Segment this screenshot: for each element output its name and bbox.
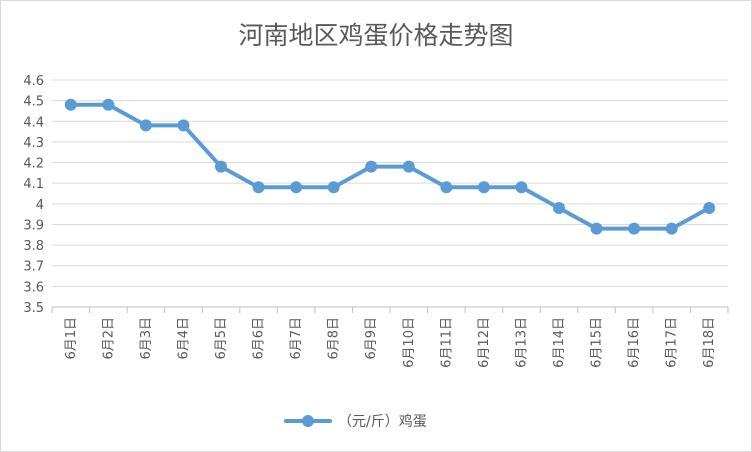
data-point [102, 98, 115, 111]
series-line [68, 102, 712, 231]
data-point [628, 222, 641, 235]
x-tick-label: 6月2日 [101, 317, 116, 360]
x-tick-label: 6月14日 [552, 317, 567, 368]
x-tick-label: 6月16日 [627, 317, 642, 368]
legend: （元/斤）鸡蛋 [284, 413, 427, 430]
y-tick-label: 3.7 [23, 260, 44, 275]
x-tick-label: 6月3日 [139, 317, 154, 360]
data-point [177, 119, 190, 132]
legend-label: （元/斤）鸡蛋 [338, 413, 427, 430]
data-point [477, 181, 490, 194]
grid-lines [52, 79, 728, 287]
y-axis-ticks: 3.5 3.6 3.7 3.8 3.9 4 4.1 4.2 4.3 4.4 4.5 4.6 [23, 74, 44, 316]
x-tick-label: 6月17日 [665, 317, 680, 368]
x-tick-label: 6月11日 [439, 317, 454, 368]
data-point [252, 181, 265, 194]
x-tick-label: 6月13日 [514, 317, 529, 368]
y-tick-label: 4.1 [23, 177, 44, 192]
y-tick-label: 4.6 [23, 74, 44, 89]
x-tick-label: 6月9日 [364, 317, 379, 360]
data-point [515, 181, 528, 194]
data-point [139, 119, 152, 132]
legend-marker [302, 415, 314, 427]
y-tick-label: 4.5 [23, 95, 44, 110]
y-tick-label: 4 [36, 198, 44, 213]
y-tick-label: 4.4 [23, 115, 44, 130]
data-point [440, 181, 453, 194]
x-tick-label: 6月1日 [64, 317, 79, 360]
series-group [64, 98, 716, 235]
x-tick-label: 6月8日 [327, 317, 342, 360]
chart-title: 河南地区鸡蛋价格走势图 [238, 21, 513, 50]
y-tick-label: 3.5 [23, 301, 44, 316]
data-point [553, 201, 565, 214]
x-tick-label: 6月7日 [289, 317, 304, 360]
y-tick-label: 4.3 [23, 136, 44, 151]
data-point [290, 181, 303, 194]
data-point [365, 160, 378, 173]
data-point [64, 98, 77, 111]
x-tick-label: 6月5日 [214, 317, 229, 360]
data-point [665, 222, 678, 235]
x-tick-label: 6月4日 [176, 317, 191, 360]
x-tick-label: 6月6日 [252, 317, 267, 360]
x-tick-label: 6月10日 [402, 317, 417, 368]
data-point [590, 222, 603, 235]
x-tick-label: 6月18日 [702, 317, 717, 368]
data-point [327, 181, 340, 194]
y-tick-label: 3.6 [23, 280, 44, 295]
x-tick-label: 6月15日 [590, 317, 605, 368]
data-point [215, 160, 227, 173]
x-tick-label: 6月12日 [477, 317, 492, 368]
x-axis-ticks: 6月1日 6月2日 6月3日 6月4日 6月5日 6月6日 6月7日 6月8日 6月9日 6月10… [51, 307, 729, 368]
data-point [402, 160, 415, 173]
data-point [703, 201, 716, 214]
y-tick-label: 3.8 [23, 239, 44, 254]
y-tick-label: 3.9 [23, 218, 44, 233]
y-tick-label: 4.2 [23, 157, 44, 172]
